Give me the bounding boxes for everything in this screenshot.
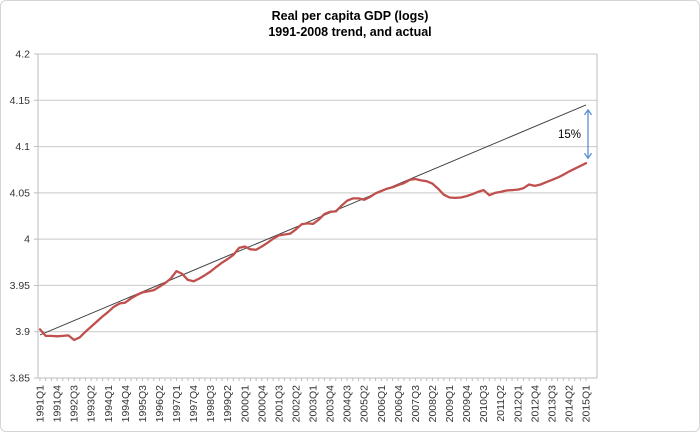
y-tick-label: 3.95: [10, 280, 31, 292]
x-tick-label: 2015Q1: [581, 385, 593, 423]
x-tick-label: 1997Q1: [171, 385, 183, 423]
x-tick-label: 2005Q2: [359, 385, 371, 423]
y-tick-label: 3.9: [15, 326, 30, 338]
x-tick-label: 2012Q1: [512, 385, 524, 423]
x-tick-label: 1993Q2: [86, 385, 98, 423]
actual-series-line: [38, 162, 588, 342]
x-tick-label: 1998Q3: [205, 385, 217, 423]
x-tick-label: 2006Q4: [393, 385, 405, 423]
gap-arrow-head-bottom: [583, 152, 593, 160]
x-tick-label: 1999Q2: [222, 385, 234, 423]
x-tick-label: 1991Q4: [52, 385, 64, 423]
x-tick-label: 2008Q2: [427, 385, 439, 423]
trend-line: [39, 104, 587, 336]
y-tick-label: 4.15: [10, 95, 31, 107]
chart-title-block: Real per capita GDP (logs) 1991-2008 tre…: [1, 8, 699, 40]
x-tick-label: 2000Q1: [239, 385, 251, 423]
x-tick-label: 2009Q4: [461, 385, 473, 423]
x-tick-label: 2007Q3: [410, 385, 422, 423]
x-tick-label: 2003Q1: [308, 385, 320, 423]
x-tick-label: 1997Q4: [188, 385, 200, 423]
y-tick-label: 4: [24, 234, 30, 246]
x-tick-label: 2012Q4: [529, 385, 541, 423]
y-tick-label: 3.85: [10, 373, 31, 385]
gap-arrow-head-top: [583, 108, 593, 116]
chart-title: Real per capita GDP (logs): [271, 9, 429, 23]
gap-label: 15%: [558, 129, 581, 141]
x-tick-label: 1991Q1: [35, 385, 47, 423]
x-tick-label: 1996Q2: [154, 385, 166, 423]
x-tick-label: 1995Q3: [137, 385, 149, 423]
x-tick-label: 1994Q1: [103, 385, 115, 423]
x-tick-label: 2000Q4: [256, 385, 268, 423]
x-tick-label: 2002Q2: [290, 385, 302, 423]
y-tick-label: 4.1: [15, 141, 30, 153]
x-tick-label: 2014Q2: [563, 385, 575, 423]
x-tick-label: 2011Q2: [495, 385, 507, 422]
x-tick-label: 1994Q4: [120, 385, 132, 423]
x-tick-label: 2003Q4: [325, 385, 337, 423]
chart-subtitle: 1991-2008 trend, and actual: [268, 25, 432, 39]
x-tick-label: 1992Q3: [69, 385, 81, 423]
x-tick-label: 2001Q3: [273, 385, 285, 423]
y-tick-label: 4.05: [10, 187, 31, 199]
x-tick-label: 2010Q3: [478, 385, 490, 423]
x-tick-label: 2004Q3: [342, 385, 354, 423]
x-tick-label: 2006Q1: [376, 385, 388, 423]
x-tick-label: 2009Q1: [444, 385, 456, 423]
x-tick-label: 2013Q3: [546, 385, 558, 423]
y-tick-label: 4.2: [15, 49, 30, 61]
